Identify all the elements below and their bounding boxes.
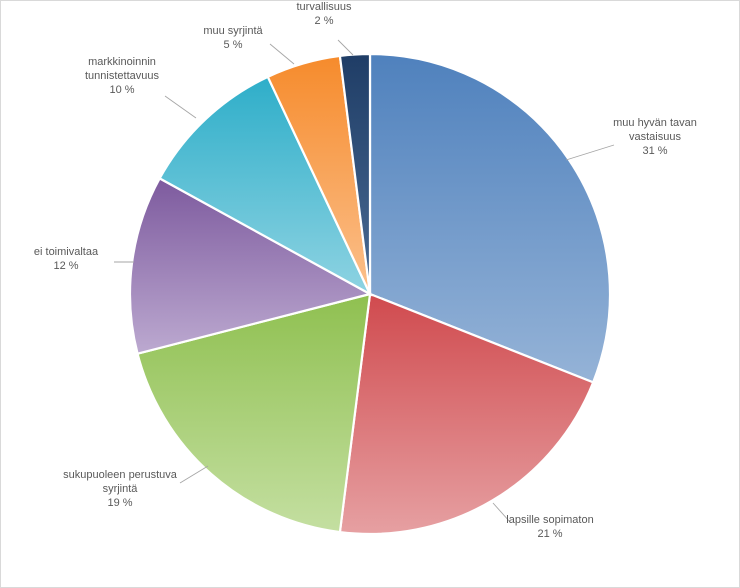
data-label: turvallisuus 2 %	[296, 1, 352, 27]
pie-slice-markkinoinnin-tunnistettavuus	[158, 75, 373, 297]
data-label-value: 31 %	[642, 145, 667, 157]
leader-line	[337, 39, 354, 56]
data-label: sukupuoleen perustuva syrjintä 19 %	[63, 469, 178, 509]
pie-slice-lapsille-sopimaton	[338, 292, 595, 536]
leader-line	[565, 144, 615, 161]
data-label-name: vastaisuus	[629, 131, 681, 143]
data-label-name: muu hyvän tavan	[613, 117, 697, 129]
data-label-value: 19 %	[107, 497, 132, 509]
data-label: lapsille sopimaton 21 %	[506, 514, 593, 540]
data-label: markkinoinnin tunnistettavuus 10 %	[85, 56, 159, 96]
data-label-value: 12 %	[53, 260, 78, 272]
leader-line	[492, 502, 511, 523]
data-label-name: tunnistettavuus	[85, 70, 159, 82]
data-label-name: lapsille sopimaton	[506, 514, 593, 526]
data-label-name: syrjintä	[103, 483, 139, 495]
leader-line	[179, 465, 209, 484]
pie-slice-turvallisuus	[338, 52, 372, 295]
pie-slice-ei-toimivaltaa	[128, 176, 373, 356]
data-label-value: 5 %	[224, 39, 243, 51]
data-label-value: 10 %	[109, 84, 134, 96]
data-label-name: markkinoinnin	[88, 56, 156, 68]
data-label: ei toimivaltaa 12 %	[34, 246, 99, 272]
data-label-name: ei toimivaltaa	[34, 246, 99, 258]
leader-line	[164, 95, 197, 119]
pie-slice-sukupuoleen-perustuva-syrjintä	[136, 292, 372, 534]
data-label-name: turvallisuus	[296, 1, 352, 13]
data-label-value: 21 %	[537, 528, 562, 540]
data-label-name: sukupuoleen perustuva	[63, 469, 178, 481]
data-label-value: 2 %	[315, 15, 334, 27]
data-label: muu hyvän tavan vastaisuus 31 %	[613, 117, 697, 157]
leader-line	[269, 43, 295, 65]
data-label-name: muu syrjintä	[203, 25, 263, 37]
data-label: muu syrjintä 5 %	[203, 25, 263, 51]
